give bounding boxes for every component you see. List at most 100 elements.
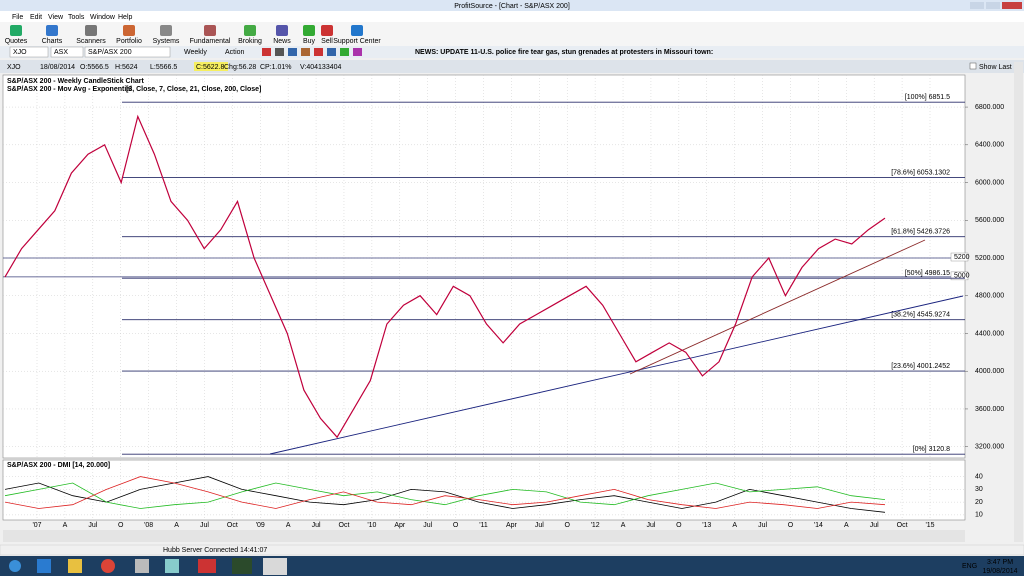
- info-field: L:5566.5: [150, 64, 177, 71]
- x-tick-label: Jul: [870, 522, 879, 529]
- info-field: C:5622.8: [196, 64, 225, 71]
- toolbar-label[interactable]: Broking: [238, 38, 262, 45]
- info-field: V:404133404: [300, 64, 341, 71]
- tool-button[interactable]: [288, 48, 297, 56]
- toolbar-label[interactable]: Charts: [42, 38, 63, 45]
- toolbar-icon[interactable]: [244, 25, 256, 36]
- action[interactable]: Action: [225, 49, 245, 56]
- h-scrollbar[interactable]: [3, 530, 965, 542]
- symbol-input[interactable]: [9, 46, 49, 58]
- x-tick-label: O: [788, 522, 794, 529]
- dmi-title: S&P/ASX 200 - DMI [14, 20.000]: [7, 462, 110, 469]
- toolbar-label[interactable]: Buy: [303, 38, 316, 45]
- profitsource-icon[interactable]: [263, 558, 287, 575]
- show-last[interactable]: Show Last: [979, 64, 1012, 71]
- title-bar: [0, 0, 1024, 11]
- y-tick-label: 4800.000: [975, 293, 1004, 300]
- dmi-tick-label: 30: [975, 486, 983, 493]
- x-tick-label: A: [732, 522, 737, 529]
- menu-item[interactable]: File: [12, 14, 23, 21]
- x-tick-label: A: [174, 522, 179, 529]
- y-tick-label: 3600.000: [975, 406, 1004, 413]
- menu-item[interactable]: Tools: [68, 14, 85, 21]
- maximize[interactable]: [986, 2, 1000, 9]
- ie-icon[interactable]: [37, 559, 51, 573]
- toolbar-icon[interactable]: [160, 25, 172, 36]
- info-field: 18/08/2014: [40, 64, 75, 71]
- level-box: [950, 271, 969, 281]
- toolbar-label[interactable]: News: [273, 38, 291, 45]
- period[interactable]: Weekly: [184, 49, 207, 56]
- scrollbar[interactable]: [1014, 62, 1023, 542]
- info-field: O:5566.5: [80, 64, 109, 71]
- x-tick-label: Oct: [227, 522, 238, 529]
- y-tick-label: 6800.000: [975, 104, 1004, 111]
- fib-label: [61.8%] 5426.3726: [891, 228, 950, 235]
- minimize[interactable]: [970, 2, 984, 9]
- menu-item[interactable]: Help: [118, 14, 133, 21]
- app-icon[interactable]: [198, 559, 216, 573]
- tool-button[interactable]: [340, 48, 349, 56]
- toolbar-label[interactable]: Support Center: [333, 38, 381, 45]
- trend-line: [269, 295, 964, 455]
- toolbar-icon[interactable]: [123, 25, 135, 36]
- toolbar-icon[interactable]: [204, 25, 216, 36]
- toolbar-label[interactable]: Quotes: [5, 38, 28, 45]
- tool-button[interactable]: [262, 48, 271, 56]
- toolbar-label[interactable]: Systems: [153, 38, 180, 45]
- x-tick-label: Jul: [200, 522, 209, 529]
- tool-button[interactable]: [314, 48, 323, 56]
- x-tick-label: Jul: [535, 522, 544, 529]
- toolbar-label[interactable]: Scanners: [76, 38, 106, 45]
- x-tick-label: '15: [925, 522, 934, 529]
- name-input[interactable]: [84, 46, 171, 58]
- toolbar-icon[interactable]: [46, 25, 58, 36]
- menu-item[interactable]: View: [48, 14, 64, 21]
- toolbar-label[interactable]: Fundamental: [190, 38, 231, 45]
- y-tick-label: 4000.000: [975, 368, 1004, 375]
- close[interactable]: [1002, 2, 1022, 9]
- toolbar-icon[interactable]: [85, 25, 97, 36]
- exchange: ASX: [54, 49, 68, 56]
- app-icon[interactable]: [232, 558, 252, 574]
- tray-time: 3:47 PM: [987, 559, 1013, 566]
- symbol-bar: [0, 46, 1024, 58]
- x-tick-label: '08: [144, 522, 153, 529]
- folder-icon[interactable]: [68, 559, 82, 573]
- toolbar-icon[interactable]: [351, 25, 363, 36]
- fib-label: [38.2%] 4545.9274: [891, 312, 950, 319]
- dmi-line: [4, 482, 886, 509]
- toolbar-icon[interactable]: [10, 25, 22, 36]
- chrome-icon[interactable]: [101, 559, 115, 573]
- chart-title: S&P/ASX 200 - Weekly CandleStick Chart: [7, 78, 144, 85]
- x-tick-label: Jul: [312, 522, 321, 529]
- dmi-tick-label: 10: [975, 512, 983, 519]
- start[interactable]: [9, 560, 21, 572]
- tool-button[interactable]: [327, 48, 336, 56]
- toolbar-label[interactable]: Sell: [321, 38, 333, 45]
- app-icon[interactable]: [165, 559, 179, 573]
- window-title: ProfitSource - [Chart - S&P/ASX 200]: [454, 3, 570, 10]
- calc-icon[interactable]: [135, 559, 149, 573]
- tray-date: 19/08/2014: [982, 568, 1017, 575]
- menu-item[interactable]: Window: [90, 14, 116, 21]
- x-tick-label: '13: [702, 522, 711, 529]
- x-tick-label: '09: [256, 522, 265, 529]
- show-last-check[interactable]: [969, 62, 977, 70]
- y-tick-label: 6000.000: [975, 179, 1004, 186]
- x-tick-label: '14: [814, 522, 823, 529]
- tool-button[interactable]: [353, 48, 362, 56]
- toolbar-label[interactable]: Portfolio: [116, 38, 142, 45]
- exchange-input[interactable]: [50, 46, 84, 58]
- menu-item[interactable]: Edit: [30, 14, 42, 21]
- x-tick-label: Apr: [394, 522, 406, 529]
- tool-button[interactable]: [301, 48, 310, 56]
- toolbar-icon[interactable]: [303, 25, 315, 36]
- toolbar-icon[interactable]: [321, 25, 333, 36]
- x-tick-label: Apr: [506, 522, 518, 529]
- tool-button[interactable]: [275, 48, 284, 56]
- price-line: [4, 114, 886, 439]
- taskbar: [0, 556, 1024, 576]
- toolbar-icon[interactable]: [276, 25, 288, 36]
- dmi-tick-label: 40: [975, 473, 983, 480]
